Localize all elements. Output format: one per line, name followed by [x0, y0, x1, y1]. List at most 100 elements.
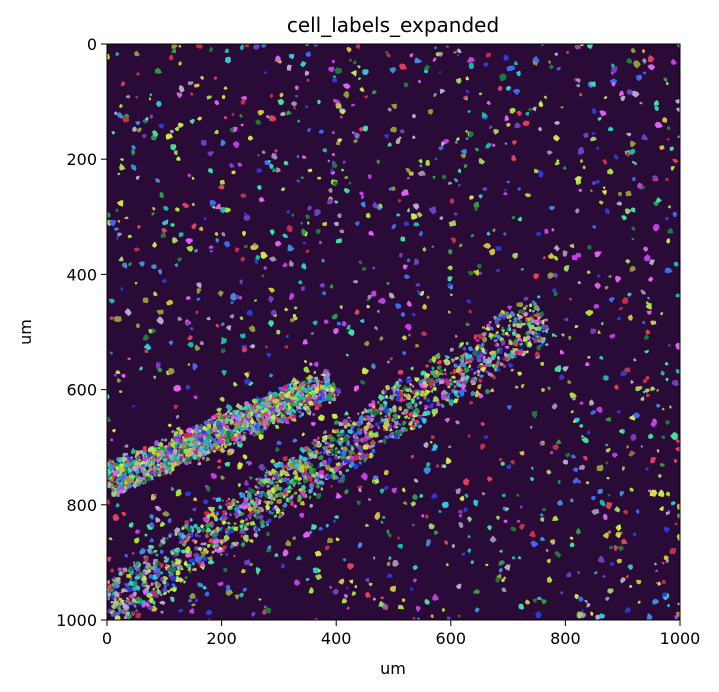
- cell-label: [416, 422, 421, 427]
- cell-label: [264, 520, 270, 525]
- cell-label: [244, 377, 251, 385]
- cell-label: [405, 167, 411, 174]
- cell-label: [302, 155, 307, 159]
- cell-label: [636, 74, 642, 82]
- cell-label: [540, 338, 546, 344]
- cell-label: [162, 591, 167, 595]
- cell-label: [331, 313, 338, 320]
- cell-label: [372, 481, 376, 485]
- cell-label: [227, 498, 231, 501]
- cell-label: [229, 412, 233, 416]
- cell-label: [107, 471, 112, 476]
- cell-label: [597, 116, 602, 121]
- cell-label: [456, 53, 460, 57]
- cell-label: [186, 537, 190, 542]
- cell-label: [186, 245, 194, 252]
- cell-label: [187, 81, 194, 86]
- x-tick-label: 600: [436, 629, 467, 648]
- cell-label: [243, 244, 248, 249]
- cell-label: [148, 470, 154, 476]
- cell-label: [490, 388, 495, 393]
- cell-label: [135, 121, 141, 126]
- cell-label: [478, 374, 484, 378]
- cell-label: [517, 371, 522, 376]
- cell-label: [675, 107, 680, 113]
- cell-label: [597, 274, 601, 278]
- cell-label: [323, 451, 326, 455]
- cell-label: [503, 519, 508, 524]
- cell-label: [277, 491, 286, 498]
- cell-label: [454, 212, 458, 216]
- cell-label: [360, 201, 366, 208]
- cell-label: [117, 232, 123, 237]
- cell-label: [107, 53, 110, 60]
- cell-label: [479, 366, 487, 373]
- cell-label: [547, 386, 551, 391]
- cell-label: [94, 581, 100, 587]
- cell-label: [555, 439, 562, 445]
- cell-label: [290, 495, 293, 499]
- cell-label: [116, 577, 122, 582]
- cell-label: [483, 62, 489, 67]
- cell-label: [342, 446, 348, 451]
- cell-label: [363, 434, 370, 441]
- cell-label: [321, 435, 328, 441]
- cell-label: [635, 386, 643, 392]
- cell-label: [437, 378, 442, 381]
- cell-label: [208, 245, 214, 249]
- cell-label: [205, 609, 213, 616]
- cell-label: [346, 324, 351, 330]
- cell-label: [379, 336, 384, 341]
- cell-label: [501, 578, 505, 582]
- cell-label: [331, 453, 335, 456]
- cell-label: [384, 384, 390, 391]
- cell-label: [506, 327, 510, 331]
- cell-label: [655, 582, 659, 585]
- cell-label: [257, 109, 265, 116]
- cell-label: [220, 434, 227, 439]
- cell-label: [274, 553, 279, 557]
- cell-label: [221, 539, 227, 543]
- cell-label: [647, 54, 655, 63]
- cell-label: [486, 476, 493, 482]
- cell-label: [519, 523, 525, 531]
- cell-label: [252, 433, 256, 437]
- cell-label: [358, 414, 365, 423]
- cell-label: [441, 501, 449, 509]
- cell-label: [562, 459, 569, 465]
- cell-label: [384, 50, 389, 55]
- cell-label: [118, 571, 123, 576]
- cell-label: [204, 591, 210, 597]
- cell-label: [633, 60, 641, 69]
- cell-label: [411, 384, 415, 388]
- cell-label: [331, 152, 335, 157]
- cell-label: [305, 249, 310, 253]
- cell-label: [467, 359, 473, 364]
- cell-label: [211, 431, 215, 435]
- cell-label: [175, 575, 181, 582]
- cell-label: [617, 545, 625, 552]
- cell-label: [447, 276, 453, 282]
- cell-label: [134, 454, 138, 457]
- cell-label: [434, 354, 441, 360]
- cell-label: [569, 536, 574, 540]
- cell-label: [287, 485, 292, 490]
- cell-label: [256, 423, 262, 428]
- cell-label: [449, 347, 455, 352]
- cell-label: [532, 598, 537, 603]
- cell-label: [214, 497, 222, 502]
- cell-label: [218, 546, 223, 551]
- cell-label: [128, 593, 136, 600]
- cell-label: [531, 332, 536, 336]
- cell-label: [507, 334, 511, 337]
- cell-label: [188, 558, 196, 563]
- cell-label: [108, 219, 117, 227]
- cell-label: [387, 415, 391, 420]
- cell-label: [504, 114, 510, 122]
- cell-label: [357, 488, 362, 493]
- cell-label: [585, 362, 590, 367]
- cell-label: [131, 145, 136, 150]
- cell-label: [200, 524, 205, 529]
- cell-label: [416, 395, 420, 400]
- cell-label: [219, 396, 225, 402]
